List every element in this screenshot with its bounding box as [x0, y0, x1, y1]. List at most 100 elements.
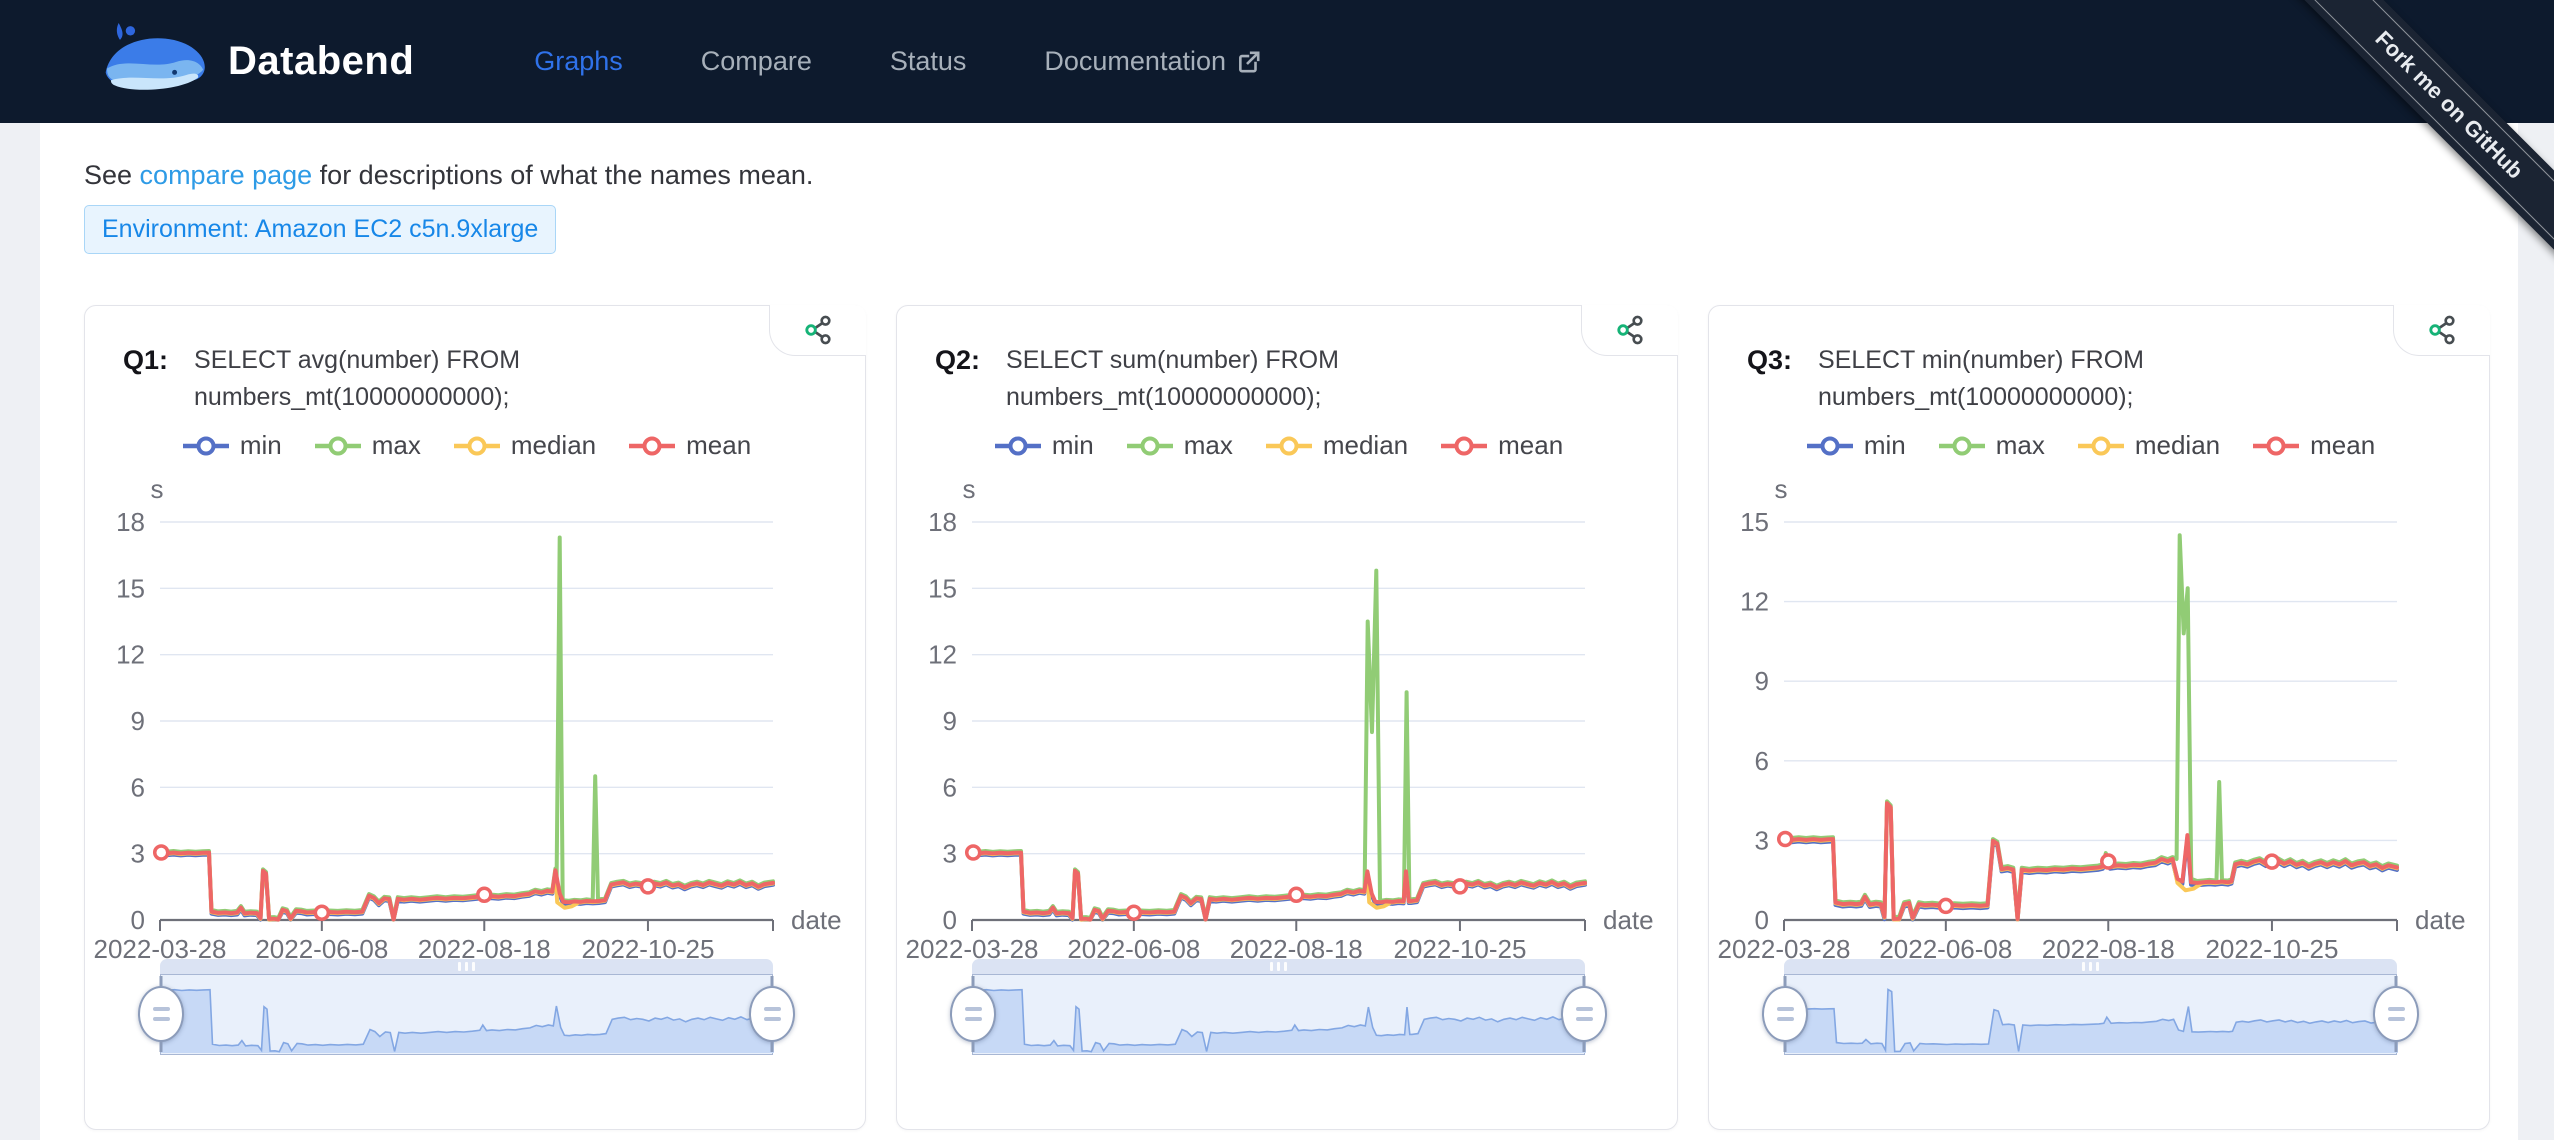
mean-point-marker — [2263, 853, 2281, 870]
legend-label: min — [239, 430, 282, 460]
y-axis-unit: s — [151, 474, 164, 504]
datazoom-slider — [1762, 959, 2419, 1055]
move-grip-icon — [1284, 962, 1287, 971]
chart-card-q2: Q2: SELECT sum(number) FROM numbers_mt(10… — [896, 305, 1678, 1130]
legend-item-mean[interactable]: mean — [628, 430, 751, 461]
nav-graphs[interactable]: Graphs — [534, 46, 623, 76]
intro-text: See compare page for descriptions of wha… — [40, 123, 2518, 191]
y-tick-label: 3 — [1755, 825, 1769, 855]
x-axis-name: date — [2415, 905, 2466, 935]
legend-item-min[interactable]: min — [1806, 430, 1906, 461]
series-line-mean — [970, 850, 1587, 922]
handle-grip-icon — [964, 1017, 982, 1021]
legend-item-max[interactable]: max — [314, 430, 421, 461]
legend-marker-icon — [1126, 436, 1173, 455]
legend-label: mean — [2310, 430, 2376, 460]
legend-marker-icon — [629, 436, 676, 455]
y-tick-label: 12 — [928, 640, 957, 670]
chart-legend: min max median mean — [972, 430, 1585, 461]
handle-grip-icon — [1776, 1017, 1794, 1021]
datazoom-track[interactable] — [138, 974, 795, 1055]
series-line-max — [970, 568, 1587, 920]
handle-grip-icon — [152, 1007, 170, 1011]
datazoom-handle-right[interactable] — [2373, 986, 2419, 1042]
series-line-mean — [158, 850, 775, 922]
chart-card-q1: Q1: SELECT avg(number) FROM numbers_mt(10… — [84, 305, 866, 1130]
y-tick-label: 3 — [131, 839, 145, 869]
legend-label: median — [1322, 430, 1409, 460]
legend-item-max[interactable]: max — [1126, 430, 1233, 461]
share-button[interactable] — [1581, 305, 1678, 356]
datazoom-handle-left[interactable] — [1762, 986, 1808, 1042]
y-tick-label: 9 — [131, 706, 145, 736]
chart-legend: min max median mean — [1784, 430, 2397, 461]
y-axis-unit: s — [963, 474, 976, 504]
nav-documentation[interactable]: Documentation — [1044, 46, 1262, 77]
legend-label: max — [371, 430, 421, 460]
nav-documentation-label: Documentation — [1044, 46, 1226, 76]
intro-suffix: for descriptions of what the names mean. — [312, 160, 814, 190]
mean-point-marker — [313, 904, 331, 921]
legend-item-min[interactable]: min — [182, 430, 282, 461]
legend-item-min[interactable]: min — [994, 430, 1094, 461]
query-title-row: Q3: SELECT min(number) FROM numbers_mt(10… — [1747, 342, 2163, 416]
mean-point-marker — [476, 886, 493, 904]
datazoom-move-bar[interactable] — [160, 959, 773, 974]
handle-grip-icon — [2387, 1017, 2405, 1021]
share-button[interactable] — [2393, 305, 2490, 356]
legend-label: min — [1051, 430, 1094, 460]
mean-point-marker — [1776, 830, 1794, 848]
move-grip-icon — [1277, 962, 1280, 971]
datazoom-handle-left[interactable] — [950, 986, 996, 1042]
query-title-row: Q1: SELECT avg(number) FROM numbers_mt(10… — [123, 342, 539, 416]
legend-item-median[interactable]: median — [453, 430, 596, 461]
series-line-max — [158, 535, 775, 920]
compare-page-link[interactable]: compare page — [139, 160, 313, 190]
nav-status[interactable]: Status — [889, 46, 967, 76]
chart-card-q3: Q3: SELECT min(number) FROM numbers_mt(10… — [1708, 305, 2490, 1130]
datazoom-handle-right[interactable] — [1561, 986, 1607, 1042]
legend-item-median[interactable]: median — [1265, 430, 1408, 461]
legend-label: mean — [1498, 430, 1564, 460]
datazoom-profile — [1785, 988, 2398, 1054]
databend-whale-logo-icon — [105, 22, 205, 90]
datazoom-slider — [138, 959, 795, 1055]
legend-marker-icon — [182, 436, 229, 455]
legend-item-mean[interactable]: mean — [2252, 430, 2375, 461]
mean-point-marker — [1937, 897, 1955, 915]
environment-badge: Environment: Amazon EC2 c5n.9xlarge — [84, 205, 557, 254]
y-tick-label: 0 — [943, 905, 957, 935]
mean-point-marker — [1288, 886, 1305, 904]
y-tick-label: 18 — [116, 507, 145, 537]
datazoom-track[interactable] — [1762, 974, 2419, 1055]
handle-grip-icon — [1575, 1017, 1593, 1021]
legend-item-max[interactable]: max — [1938, 430, 2045, 461]
datazoom-track[interactable] — [950, 974, 1607, 1055]
handle-grip-icon — [1776, 1007, 1794, 1011]
legend-item-mean[interactable]: mean — [1440, 430, 1563, 461]
y-tick-label: 9 — [943, 706, 957, 736]
legend-marker-icon — [314, 436, 361, 455]
share-nodes-icon — [1617, 315, 1643, 345]
mean-point-marker — [964, 844, 982, 861]
share-button[interactable] — [769, 305, 866, 356]
y-tick-label: 9 — [1755, 666, 1769, 696]
handle-grip-icon — [1575, 1007, 1593, 1011]
legend-item-median[interactable]: median — [2077, 430, 2220, 461]
datazoom-handle-right[interactable] — [749, 986, 795, 1042]
brand-link[interactable]: Databend — [100, 22, 414, 101]
mean-point-marker — [639, 878, 657, 895]
handle-grip-icon — [763, 1007, 781, 1011]
handle-grip-icon — [964, 1007, 982, 1011]
y-tick-label: 15 — [1740, 507, 1769, 537]
nav-compare[interactable]: Compare — [700, 46, 812, 76]
datazoom-handle-left[interactable] — [138, 986, 184, 1042]
move-grip-icon — [465, 962, 468, 971]
datazoom-move-bar[interactable] — [972, 959, 1585, 974]
query-text: SELECT sum(number) FROM numbers_mt(10000… — [1006, 346, 1339, 411]
legend-label: max — [1183, 430, 1233, 460]
datazoom-move-bar[interactable] — [1784, 959, 2397, 974]
move-grip-icon — [2096, 962, 2099, 971]
